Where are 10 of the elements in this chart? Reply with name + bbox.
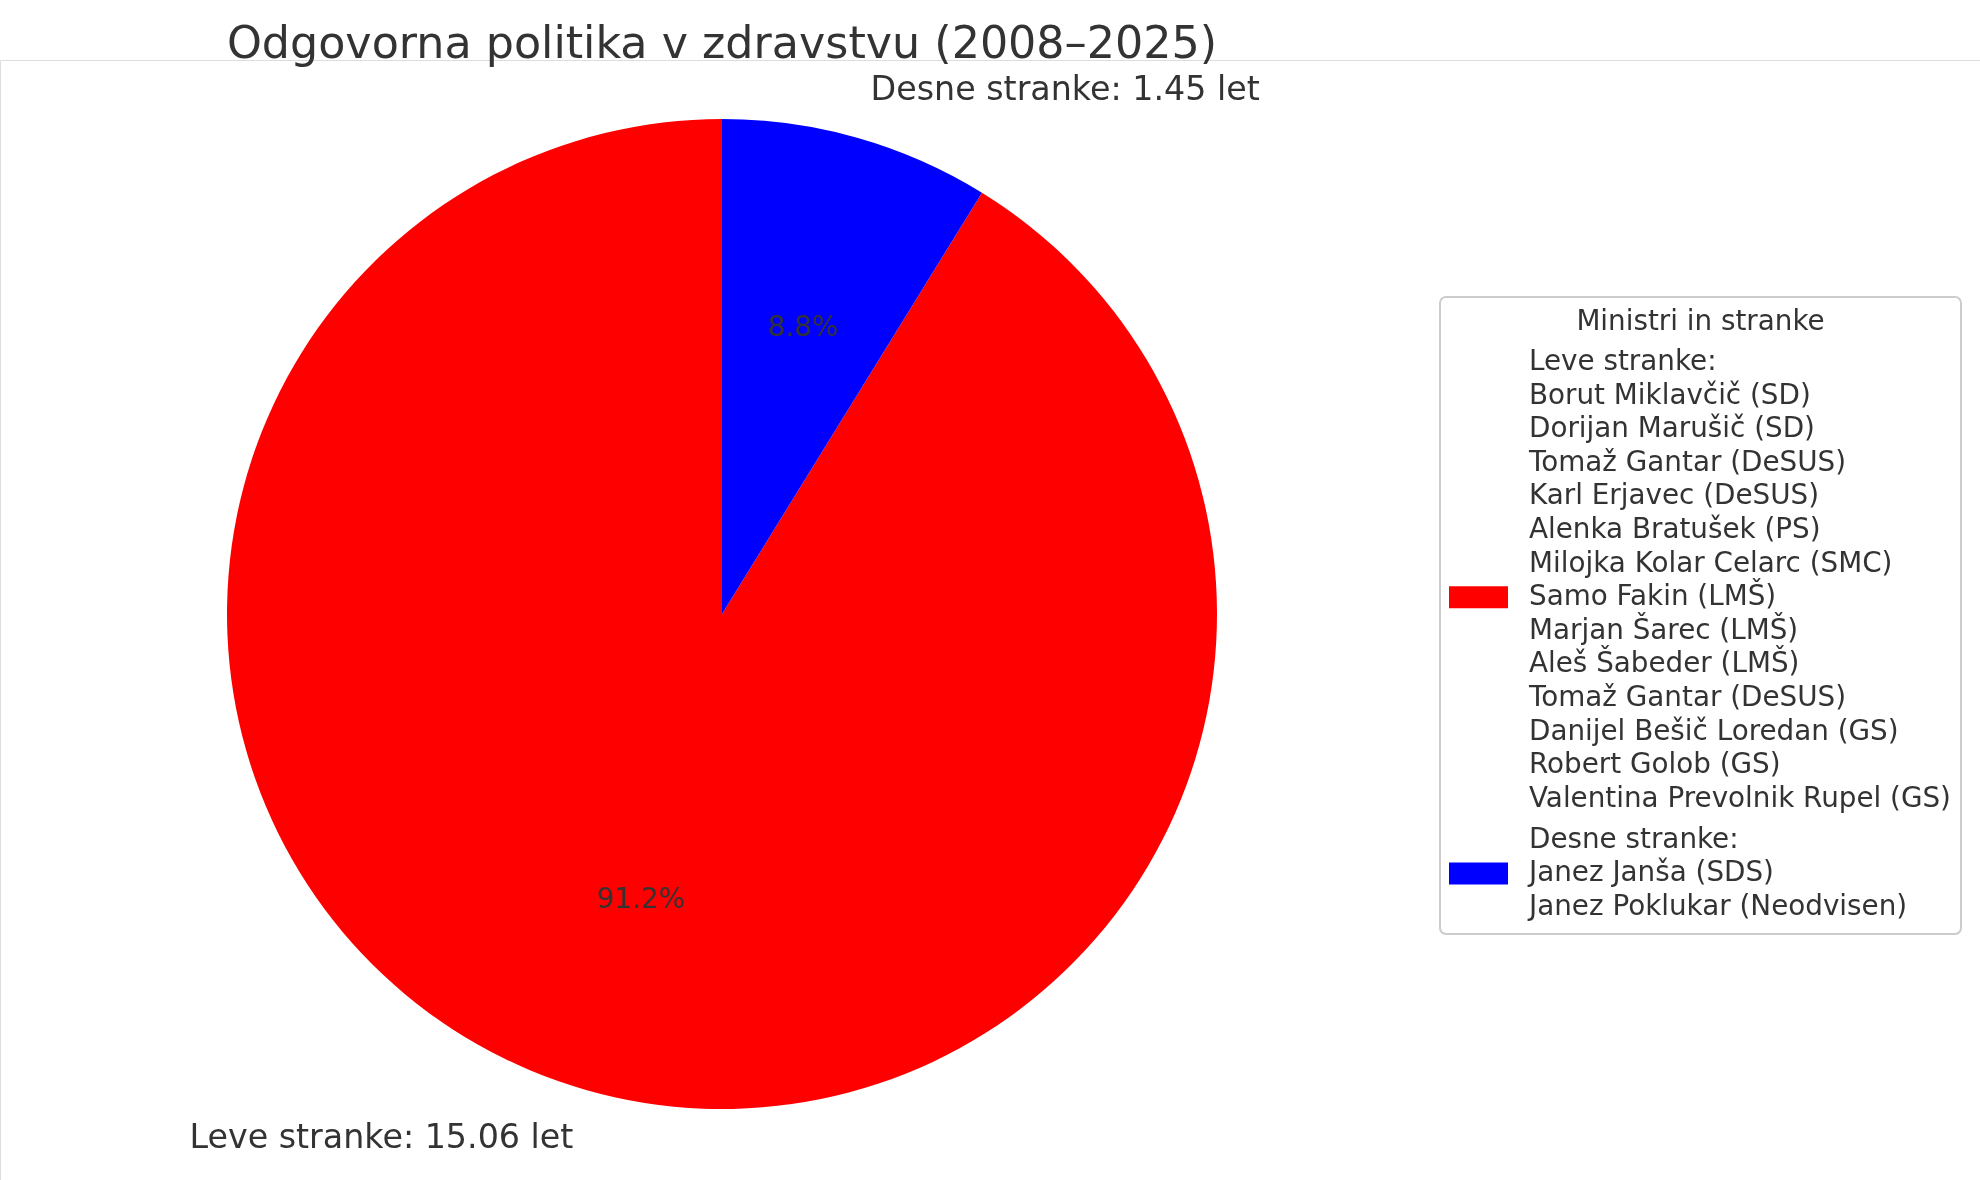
pie-slice (227, 119, 1217, 1109)
data-label: 8.8% (767, 310, 839, 344)
pie-slice (722, 119, 982, 614)
chart-title: Odgovorna politika v zdravstvu (2008–2025) (226, 16, 1218, 68)
data-label: 91.2% (596, 881, 686, 915)
text: Desne stranke: 1.45 let (870, 69, 1260, 109)
legend-title: Ministri in stranke (1576, 304, 1825, 337)
text: Leve stranke: 15.06 let (189, 1116, 574, 1156)
legend-label: Desne stranke: Janez Janša (SDS) Janez Poklukar (Neodvisen) (1527, 821, 1908, 922)
category-label: Leve stranke: Borut Miklavčič (SD) Dorijan Marušič (SD) Tomaž Gantar (DeSUS) Karl Erjavec (DeSUS) Alenka Bratušek (PS) Milojka Kolar Celarc (SMC) Samo Fakin (LMŠ) Marjan Šarec (LMŠ) Aleš Šabeder (LMŠ) Tomaž Gantar (DeSUS) Danijel Bešič Loredan (GS) Robert Golob (GS) Valentina Prevolnik Rupel (GS) (1529, 344, 1951, 814)
